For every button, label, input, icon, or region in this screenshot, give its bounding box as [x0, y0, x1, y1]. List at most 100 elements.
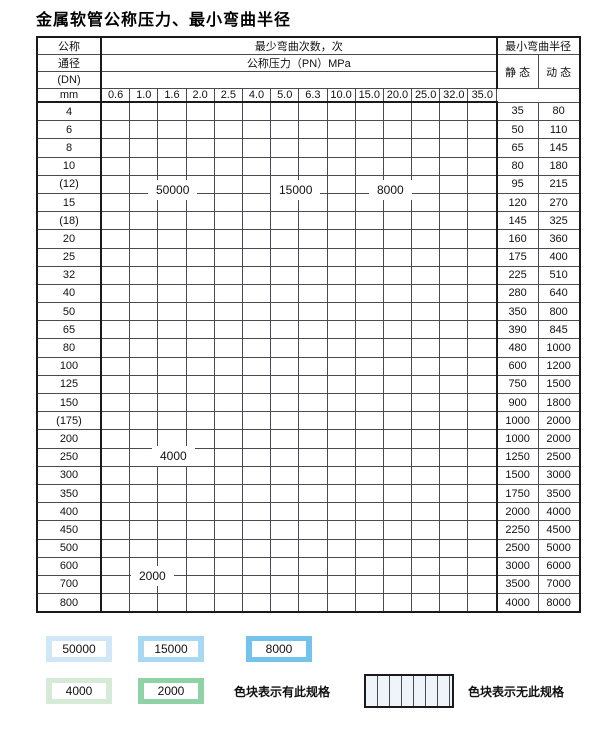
matrix-cell [241, 120, 272, 140]
legend-row-present-1: 50000 15000 8000 [46, 636, 312, 662]
matrix-cell [129, 520, 159, 540]
matrix-cell [241, 556, 272, 576]
min-radius-header: 最小弯曲半径 [495, 36, 581, 55]
matrix-cell [185, 502, 215, 522]
matrix-cell [411, 502, 441, 522]
matrix-cell [298, 429, 328, 449]
table-row: 350 1750 3500 [36, 483, 581, 504]
matrix-cell [382, 483, 413, 504]
legend-absent-text: 色块表示无此规格 [468, 684, 565, 699]
matrix-cell [354, 502, 384, 522]
matrix-cell [382, 247, 413, 267]
matrix-cell [354, 101, 384, 122]
matrix-cell [382, 520, 413, 540]
matrix-cell [270, 120, 300, 140]
matrix-cell [298, 338, 328, 358]
table-row: 4 35 80 [36, 101, 581, 122]
matrix-cell [382, 101, 413, 122]
matrix-cell [298, 465, 328, 485]
static-radius-cell: 600 [495, 356, 539, 376]
dn-cell: 40 [36, 283, 102, 304]
matrix-cell [185, 156, 215, 176]
table-row: 25 175 400 [36, 247, 581, 267]
matrix-cell [100, 120, 131, 140]
matrix-cell [270, 593, 300, 613]
matrix-cell [326, 374, 356, 395]
matrix-cell [213, 247, 243, 267]
matrix-cell [157, 392, 187, 413]
matrix-cell [213, 483, 243, 504]
matrix-cell [326, 156, 356, 176]
matrix-cell [382, 374, 413, 395]
matrix-cell [241, 338, 272, 358]
matrix-value-label: 4000 [152, 446, 195, 466]
matrix-cell [157, 120, 187, 140]
matrix-cell [439, 211, 469, 231]
matrix-cell [467, 593, 498, 613]
dn-cell: 50 [36, 302, 102, 322]
dn-cell: 32 [36, 265, 102, 285]
matrix-cell [157, 156, 187, 176]
dynamic-radius-cell: 215 [537, 174, 581, 194]
matrix-cell [467, 265, 498, 285]
dn-cell: 65 [36, 320, 102, 340]
matrix-cell [157, 211, 187, 231]
table-row: 125 750 1500 [36, 374, 581, 395]
static-radius-cell: 900 [495, 392, 539, 413]
matrix-cell [298, 302, 328, 322]
matrix-cell [241, 320, 272, 340]
matrix-cell [298, 556, 328, 576]
matrix-cell [326, 593, 356, 613]
dn-header-line3: (DN) [36, 71, 102, 89]
matrix-cell [467, 411, 498, 431]
matrix-cell [129, 392, 159, 413]
matrix-cell [298, 411, 328, 431]
matrix-cell [382, 120, 413, 140]
pressure-values-row: mm 0.6 1.0 1.6 2.0 2.5 4.0 5.0 6.3 10.0 15.0 20.0 2… [36, 88, 580, 103]
table-row: 250 1250 2500 [36, 447, 581, 467]
matrix-cell [213, 411, 243, 431]
matrix-cell [100, 156, 131, 176]
matrix-cell [213, 465, 243, 485]
matrix-cell [185, 265, 215, 285]
pressure-header: 公称压力（PN）MPa [100, 54, 498, 72]
matrix-cell [213, 211, 243, 231]
table-row: 6 50 110 [36, 120, 581, 140]
matrix-cell [326, 356, 356, 376]
matrix-cell [326, 338, 356, 358]
header-row-3: (DN) [36, 71, 580, 89]
dn-cell: 700 [36, 574, 102, 595]
matrix-cell [129, 502, 159, 522]
dn-cell: 800 [36, 593, 102, 613]
dn-cell: 25 [36, 247, 102, 267]
dn-cell: 125 [36, 374, 102, 395]
matrix-cell [185, 120, 215, 140]
matrix-cell [129, 338, 159, 358]
matrix-cell [439, 283, 469, 304]
matrix-cell [270, 247, 300, 267]
matrix-cell [326, 392, 356, 413]
matrix-cell [241, 502, 272, 522]
matrix-cell [213, 520, 243, 540]
matrix-cell [298, 374, 328, 395]
matrix-cell [157, 320, 187, 340]
table-row: 65 390 845 [36, 320, 581, 340]
bend-count-header: 最少弯曲次数，次 [100, 36, 498, 55]
matrix-cell [298, 229, 328, 249]
matrix-cell [326, 502, 356, 522]
matrix-cell [270, 229, 300, 249]
matrix-cell [354, 538, 384, 558]
table-row: (175) 1000 2000 [36, 411, 581, 431]
matrix-cell [129, 156, 159, 176]
matrix-cell [354, 302, 384, 322]
matrix-cell [411, 356, 441, 376]
matrix-cell [241, 520, 272, 540]
matrix-cell [213, 502, 243, 522]
matrix-cell [185, 574, 215, 595]
dn-cell: (175) [36, 411, 102, 431]
matrix-cell [382, 320, 413, 340]
matrix-cell [382, 447, 413, 467]
matrix-cell [382, 138, 413, 158]
matrix-cell [157, 101, 187, 122]
